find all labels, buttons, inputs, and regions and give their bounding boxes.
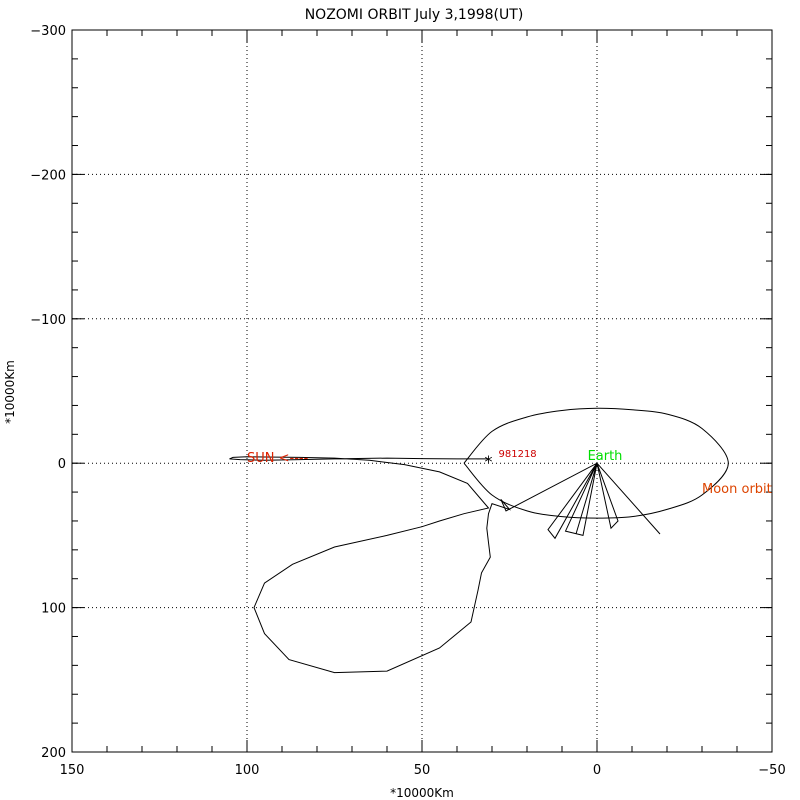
grid-lines	[72, 30, 772, 752]
plot-frame	[71, 29, 773, 753]
x-tick-label: −50	[758, 763, 785, 778]
y-tick-label: −200	[30, 168, 66, 183]
date-label-981218: 981218	[499, 449, 537, 460]
tick-labels: 150 100 50 0 −50 −300 −200 −100 0 100 200	[30, 24, 785, 778]
sun-direction-label: SUN <----	[247, 451, 309, 466]
x-tick-label: 0	[593, 763, 601, 778]
y-tick-label: 200	[41, 746, 66, 761]
position-marker: *	[485, 452, 493, 471]
moon-orbit-line	[463, 407, 729, 519]
x-tick-label: 150	[60, 763, 85, 778]
series-layer	[229, 407, 729, 674]
y-tick-label: −300	[30, 24, 66, 39]
x-tick-label: 50	[414, 763, 431, 778]
y-axis-label: *10000Km	[3, 360, 17, 424]
y-tick-label: 0	[58, 457, 66, 472]
nozomi-trajectory-line	[229, 456, 661, 674]
x-axis-label: *10000Km	[390, 786, 454, 800]
y-tick-label: 100	[41, 602, 66, 617]
earth-label: Earth	[588, 449, 623, 464]
moon-orbit-label: Moon orbit	[702, 482, 772, 497]
y-tick-label: −100	[30, 313, 66, 328]
x-tick-label: 100	[235, 763, 260, 778]
chart-title: NOZOMI ORBIT July 3,1998(UT)	[305, 7, 524, 23]
